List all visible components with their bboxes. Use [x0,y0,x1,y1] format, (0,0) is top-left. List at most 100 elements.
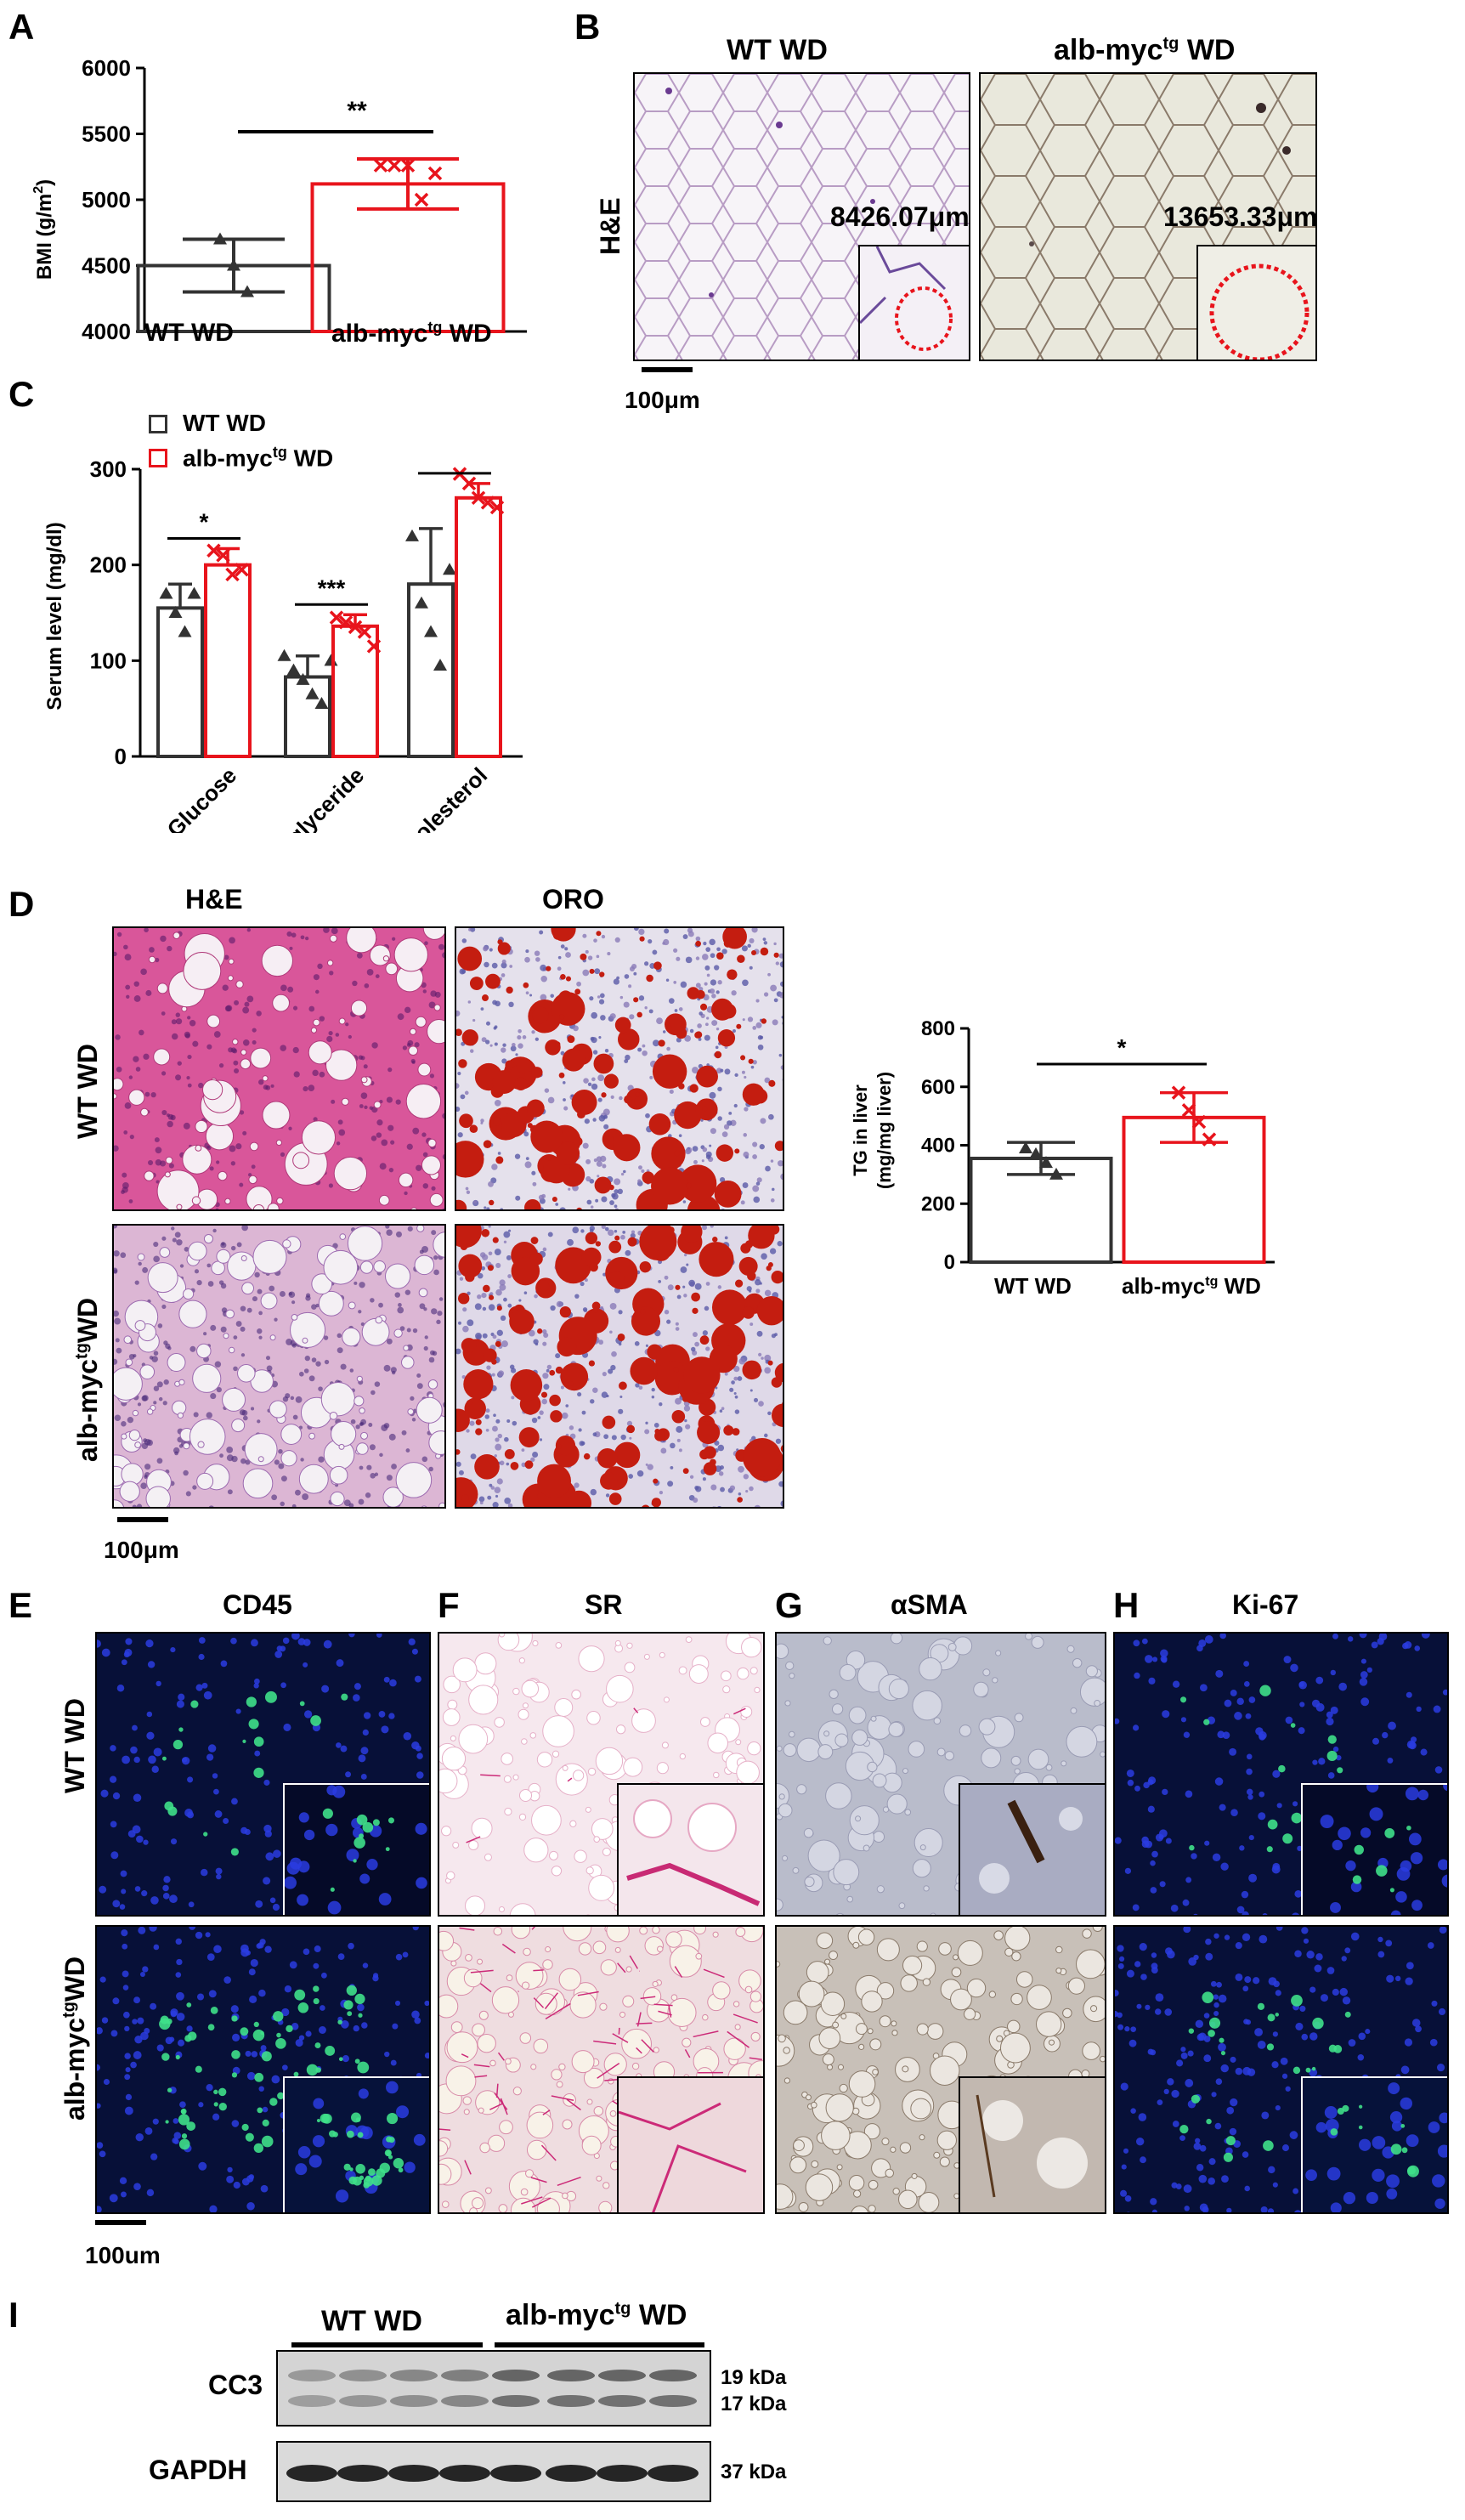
y-tick-label: 5000 [82,187,131,212]
x-tick-label: Cholesterol [388,762,492,833]
adipose-wt-inset [858,245,969,360]
band-19kda [390,2370,438,2381]
d-scale-bar [117,1517,168,1522]
data-point [240,285,254,297]
band-19kda [288,2370,336,2381]
sr-tg-image [438,1925,765,2214]
sr-wt-image [438,1632,765,1917]
data-point [277,648,291,661]
data-point [338,615,354,630]
band-19kda [649,2370,697,2381]
bmi-y-axis-label: BMI (g/m2) [31,179,56,280]
band-19kda [441,2370,489,2381]
band-37kda [490,2465,541,2482]
data-point [387,158,402,173]
y-tick-label: 600 [921,1076,955,1099]
data-point [489,500,505,515]
tg-cell-outline [1209,263,1309,360]
tg-y-axis-label-1: TG in liver [850,1084,871,1176]
significance-stars: *** [318,575,346,601]
blot-kda-19: 19 kDa [721,2366,787,2389]
band-37kda [286,2465,337,2482]
band-17kda [649,2395,697,2407]
blot-row-gapdh: GAPDH [149,2455,247,2485]
data-point [471,490,486,506]
data-point [400,158,416,173]
liver-oro-wt-image [455,926,784,1211]
data-point [480,496,495,510]
band-37kda [648,2465,699,2482]
tg-significance: * [1117,1034,1127,1061]
band-19kda [547,2370,595,2381]
liver-oro-tg-image [455,1224,784,1509]
blot-row-cc3: CC3 [208,2370,263,2400]
y-tick-label: 6000 [82,55,131,81]
cd45-wt-image [95,1632,431,1917]
y-tick-label: 300 [90,459,127,482]
error-bar [296,654,320,677]
data-point [213,232,227,245]
bar [455,496,502,759]
b-scale-label: 100μm [625,387,700,413]
bmi-x-label-tg: alb-myctg WD [331,319,492,348]
band-17kda [288,2395,336,2407]
bmi-significance: ** [347,97,367,125]
sr-wt-inset [617,1783,763,1915]
x-tick-label: Glucose [161,762,241,833]
data-point [433,658,447,671]
blot-gapdh [276,2441,711,2502]
ki67-wt-inset [1301,1780,1447,1915]
panel-label-e: E [8,1585,33,1625]
d-row-wt: WT WD [72,1044,103,1139]
data-point [178,625,192,637]
band-17kda [441,2395,489,2407]
data-point [305,687,320,699]
d-col-oro: ORO [542,884,604,915]
bar [284,675,331,758]
d-col-he: H&E [185,884,243,915]
data-point [424,625,438,637]
liver-he-wt-image [112,926,446,1211]
panel-label-a: A [8,7,35,47]
serum-y-axis-label: Serum level (mg/dl) [43,522,66,710]
data-point [206,543,221,558]
cd45-tg-inset [283,2076,429,2212]
band-37kda [597,2465,648,2482]
band-19kda [598,2370,646,2381]
cd45-wt-inset [283,1783,429,1915]
error-bar [168,582,192,609]
panel-label-d: D [8,884,35,924]
adipose-tg-inset [1196,245,1315,360]
f-title-sr: SR [585,1589,623,1620]
data-point [461,476,477,491]
band-37kda [388,2465,439,2482]
x-tick-label: Triglyceride [263,762,369,833]
d-row-tg: alb-myctgWD [72,1297,103,1462]
tg-y-axis-label-2: (mg/mg liver) [874,1072,895,1189]
eh-scale-bar [95,2220,146,2225]
tg-liver-bar-chart: TG in liver (mg/mg liver) * 0 200 400 600 80… [850,1017,1275,1274]
band-17kda [492,2395,540,2407]
data-point [216,548,230,563]
legend-swatch-wt [149,415,167,433]
panel-label-f: F [438,1585,460,1625]
data-point [414,192,429,207]
y-tick-label: 5500 [82,122,131,147]
data-point [373,158,388,173]
band-17kda [598,2395,646,2407]
data-point [427,166,443,181]
significance-stars: ** [445,459,464,470]
tg-area-value: 13653.33μm2 [1163,201,1317,232]
data-point [1202,1132,1217,1147]
bar [407,582,455,758]
legend-label-tg: alb-myctg WD [183,444,334,472]
eh-row-wt: WT WD [59,1698,90,1793]
data-point [1019,1141,1032,1153]
liver-he-tg-image [112,1224,446,1509]
y-tick-label: 4500 [82,253,131,279]
eh-row-tg: alb-myctgWD [59,1956,90,2121]
data-point [235,563,249,577]
legend-swatch-tg [149,449,167,467]
y-tick-label: 100 [90,648,127,673]
legend-label-wt: WT WD [183,410,266,436]
